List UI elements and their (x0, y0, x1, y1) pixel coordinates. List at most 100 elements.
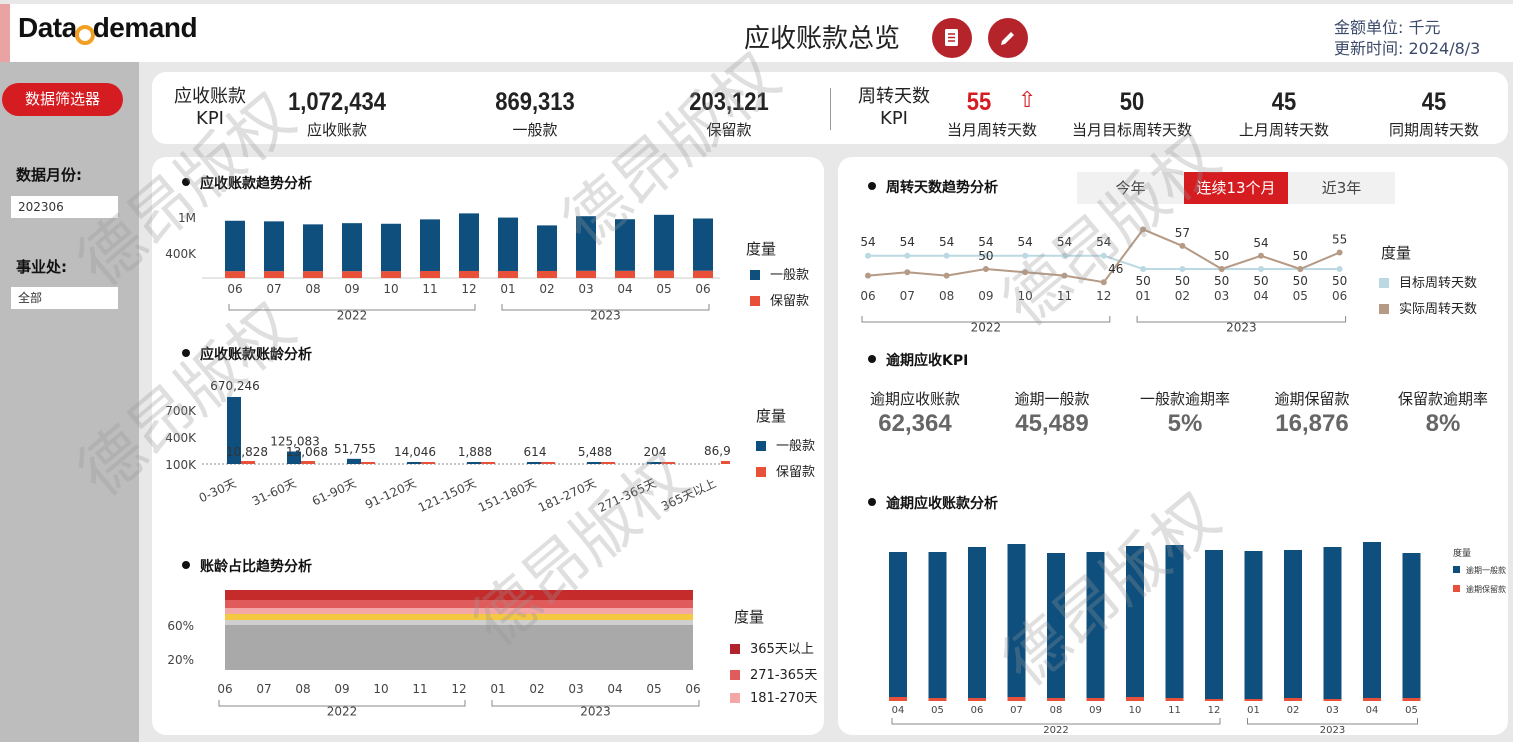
bar-retention (601, 462, 615, 464)
x-tick-label: 91-120天 (363, 476, 418, 512)
x-tick-label: 02 (539, 282, 554, 296)
logo: Data demand (18, 12, 198, 45)
unit-text: 金额单位: 千元 (1334, 18, 1441, 37)
bar-retention (721, 461, 730, 464)
od-retention-rate-value: 8% (1425, 410, 1461, 437)
overdue-ar-title-text: 逾期应收账款分析 (886, 496, 998, 512)
seg-13-months[interactable]: 连续13个月 (1184, 172, 1288, 204)
x-tick-label: 05 (656, 282, 671, 296)
x-tick-label: 11 (422, 282, 437, 296)
x-tick-label: 151-180天 (476, 476, 538, 515)
point-target (1061, 252, 1068, 259)
bar-overdue-general (1402, 553, 1421, 698)
od-general-rate-value: 5% (1167, 410, 1203, 437)
x-tick-label: 06 (685, 682, 700, 696)
kpi-turn-target-label: 当月目标周转天数 (1072, 121, 1193, 139)
ar-trend-chart: 1M 400K 06 07 08 09 10 11 12 01 02 03 04 05 06 2022 2023 (165, 211, 720, 323)
point-target (1140, 266, 1147, 272)
logo-ring-icon (74, 25, 95, 45)
ar-trend-title-text: 应收账款趋势分析 (200, 176, 312, 192)
bar-general (498, 217, 518, 271)
y-tick-label: 700K (165, 404, 197, 418)
x-tick-label: 04 (892, 705, 905, 716)
bar-general (407, 462, 421, 464)
y-tick-label: 1M (178, 211, 196, 225)
target-label: 54 (978, 235, 993, 249)
point-target (1258, 266, 1264, 272)
data-label: 51,755 (334, 442, 376, 456)
bar-overdue-general (1126, 546, 1144, 697)
turn-legend-title: 度量 (1381, 244, 1412, 262)
x-tick-label: 11 (1168, 705, 1181, 716)
bar-general (303, 224, 323, 272)
od-general-label: 逾期一般款 (1014, 390, 1090, 408)
od-retention-rate-label: 保留款逾期率 (1397, 390, 1488, 408)
division-select[interactable]: 全部 (11, 287, 118, 309)
bar-overdue-general (1165, 545, 1184, 698)
filter-button[interactable]: 数据筛选器 (2, 83, 123, 116)
x-tick-label: 01 (500, 282, 515, 296)
point-actual (982, 266, 989, 272)
x-tick-label: 08 (1050, 705, 1063, 716)
aging-legend-general: 一般款 (756, 435, 815, 454)
od-retention-label: 逾期保留款 (1274, 390, 1350, 408)
bar-overdue-general (1323, 547, 1342, 699)
x-tick-label: 04 (1253, 289, 1268, 303)
bar-retention (498, 270, 518, 278)
month-select[interactable]: 202306 (11, 196, 118, 218)
y-tick-label: 60% (167, 619, 194, 633)
od-ar-label: 逾期应收账款 (869, 390, 960, 408)
year-label: 2023 (590, 309, 621, 323)
x-tick-label: 03 (1326, 705, 1339, 716)
bar-retention (421, 462, 435, 464)
bar-general (654, 214, 674, 271)
kpi-turn-current-label: 当月周转天数 (946, 121, 1037, 139)
target-label: 50 (1214, 274, 1229, 288)
bar-retention (301, 461, 315, 464)
x-tick-label: 01 (490, 682, 505, 696)
kpi-general-value: 869,313 (495, 88, 575, 116)
bar-overdue-general (1047, 553, 1065, 698)
point-target (982, 252, 989, 259)
header-accent (0, 4, 10, 62)
actual-label: 54 (1253, 236, 1268, 250)
bar-retention (537, 270, 557, 278)
x-tick-label: 07 (256, 682, 271, 696)
kpi-turn-last-value: 45 (1271, 88, 1297, 116)
point-target (904, 252, 911, 259)
x-tick-label: 07 (266, 282, 281, 296)
year-bracket (1247, 718, 1418, 725)
bar-overdue-general (1007, 544, 1026, 697)
bar-overdue-retention (1126, 697, 1144, 701)
seg-3-years[interactable]: 近3年 (1288, 172, 1395, 204)
turn-kpi-title: 周转天数 KPI (852, 86, 936, 130)
overdue-legend-general: 逾期一般款 (1453, 565, 1513, 576)
bar-general (459, 213, 479, 271)
target-label: 50 (1332, 274, 1347, 288)
x-tick-label: 31-60天 (250, 476, 298, 508)
x-tick-label: 0-30天 (197, 476, 238, 505)
edit-button[interactable] (988, 18, 1028, 58)
year-label: 2022 (1043, 725, 1068, 736)
bar-general (615, 219, 635, 271)
turn-trend-title: 周转天数趋势分析 (868, 177, 998, 197)
kpi-ar-label: 应收账款 (306, 121, 367, 139)
turn-legend-target: 目标周转天数 (1379, 272, 1477, 291)
data-label: 86,928 (704, 444, 730, 458)
report-button[interactable] (932, 18, 972, 58)
x-tick-label: 12 (1208, 705, 1221, 716)
point-actual (943, 272, 950, 279)
ar-trend-legend-general: 一般款 (750, 264, 809, 283)
seg-this-year[interactable]: 今年 (1077, 172, 1184, 204)
overdue-legend-retention: 逾期保留款 (1453, 584, 1513, 595)
bar-overdue-retention (1165, 698, 1184, 701)
x-tick-label: 06 (227, 282, 242, 296)
x-tick-label: 05 (646, 682, 661, 696)
point-actual (865, 272, 871, 279)
x-tick-label: 365天以上 (659, 476, 718, 514)
logo-text-demand: demand (92, 12, 198, 43)
bar-retention (615, 270, 635, 278)
year-label: 2023 (1226, 321, 1257, 335)
year-bracket (218, 700, 466, 707)
turn-kpi-title-line2: KPI (880, 108, 908, 129)
